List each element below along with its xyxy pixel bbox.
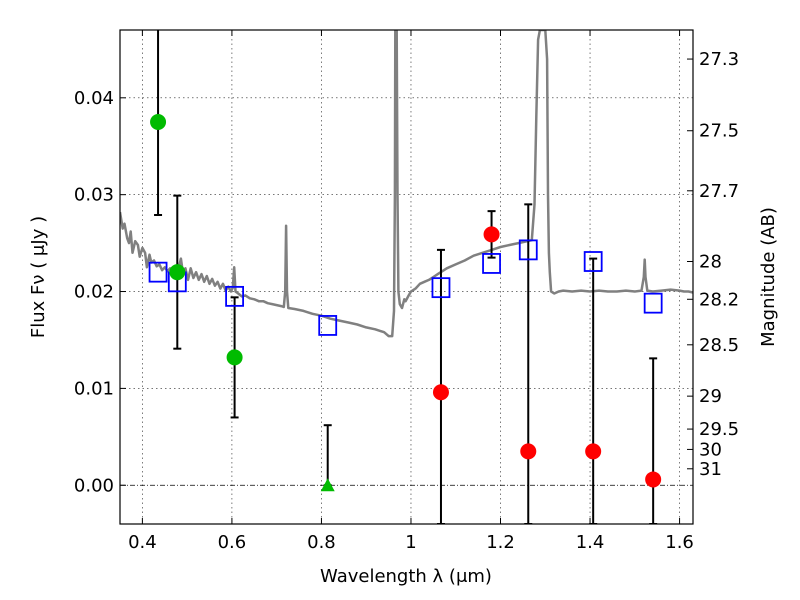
y-axis-label: Flux Fν ( μJy ) (28, 216, 49, 338)
model-square (643, 292, 663, 314)
right-axis-label: Magnitude (AB) (758, 207, 779, 347)
mag-tick-label: 27.5 (699, 121, 739, 142)
upper-limit-triangle (320, 478, 335, 492)
x-tick-label: 1.4 (576, 532, 605, 553)
red-data-point (432, 384, 449, 401)
mag-tick-label: 28 (699, 252, 722, 273)
mag-tick-label: 28.2 (699, 289, 739, 310)
spectrum-layer (120, 30, 693, 338)
grid (120, 30, 693, 524)
model-square (583, 251, 603, 272)
model-square (148, 261, 168, 283)
x-tick-label: 1 (405, 532, 416, 553)
model-square (431, 277, 451, 299)
mag-tick-label: 29 (699, 386, 722, 407)
x-tick-label: 1.2 (486, 532, 515, 553)
x-tick-label: 1.6 (665, 532, 694, 553)
y-tick-label: 0.02 (74, 282, 114, 303)
ticks: 0.4 0.6 0.8 1 1.2 1.4 1.6 0.00 0.01 0.02 0.03 0.04 2… (74, 30, 739, 553)
mag-tick-label: 28.5 (699, 335, 739, 356)
red-data-point (520, 443, 537, 460)
y-tick-label: 0.00 (74, 475, 114, 496)
y-tick-label: 0.03 (74, 185, 114, 206)
marker-layer (148, 114, 663, 492)
x-axis-label: Wavelength λ (μm) (320, 566, 492, 587)
mag-tick-label: 27.7 (699, 181, 739, 202)
model-square (318, 315, 338, 336)
red-data-point (645, 471, 662, 488)
plot-frame (119, 29, 694, 525)
mag-tick-label: 30 (699, 439, 722, 460)
red-data-point (483, 226, 500, 243)
x-tick-label: 0.8 (307, 532, 336, 553)
mag-tick-label: 31 (699, 459, 722, 480)
mag-tick-label: 29.5 (699, 419, 739, 440)
model-square (225, 285, 245, 307)
model-square (482, 253, 501, 274)
y-tick-label: 0.01 (74, 378, 114, 399)
green-data-point (150, 114, 167, 131)
spectrum-line (120, 30, 693, 338)
mag-tick-label: 27.3 (699, 49, 739, 70)
red-data-point (585, 443, 602, 460)
model-square (518, 239, 538, 261)
green-data-point (226, 349, 243, 366)
x-tick-label: 0.6 (218, 532, 247, 553)
errorbar-layer (154, 30, 658, 524)
x-tick-label: 0.4 (128, 532, 157, 553)
y-tick-label: 0.04 (74, 88, 114, 109)
green-data-point (169, 264, 186, 281)
